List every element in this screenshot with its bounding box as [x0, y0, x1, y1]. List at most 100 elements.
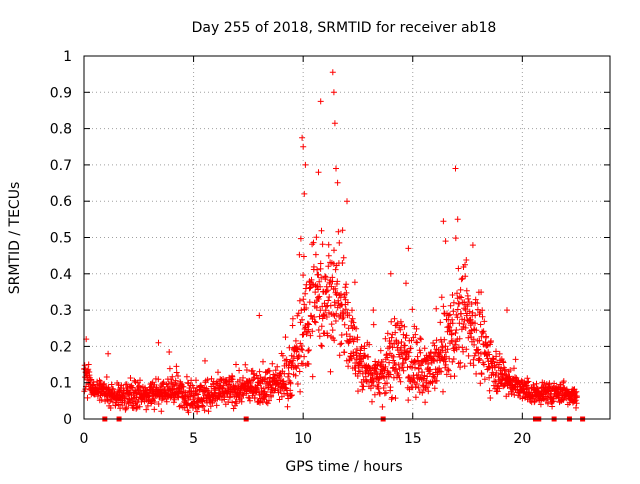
- data-point: [201, 407, 208, 414]
- data-point: [130, 395, 137, 402]
- x-tick-label: 20: [513, 431, 531, 447]
- data-point: [354, 346, 360, 352]
- data-point: [370, 321, 377, 328]
- data-point: [431, 374, 438, 381]
- data-point: [469, 242, 476, 249]
- data-point: [175, 373, 181, 379]
- data-point: [251, 394, 258, 401]
- data-point: [463, 257, 470, 263]
- data-point: [349, 307, 355, 314]
- data-point: [445, 367, 452, 374]
- data-point: [481, 318, 488, 325]
- data-point: [490, 356, 497, 363]
- data-point: [322, 274, 329, 281]
- data-point: [454, 306, 461, 313]
- data-point: [110, 386, 117, 393]
- data-point: [169, 373, 176, 380]
- data-point: [470, 356, 477, 363]
- data-point: [433, 305, 440, 312]
- data-point: [317, 283, 324, 290]
- data-point: [333, 165, 339, 172]
- data-point: [381, 375, 388, 381]
- data-point: [268, 392, 275, 399]
- data-point: [343, 281, 350, 288]
- data-point: [398, 339, 405, 345]
- data-point: [560, 384, 567, 391]
- data-point: [471, 352, 478, 359]
- data-point: [82, 386, 89, 393]
- data-point: [324, 332, 331, 339]
- data-point: [460, 321, 467, 327]
- data-point: [131, 377, 138, 384]
- data-point: [445, 366, 451, 373]
- data-point: [295, 362, 302, 369]
- data-point: [338, 332, 345, 338]
- data-point: [377, 361, 384, 368]
- data-point: [296, 251, 303, 258]
- data-point: [508, 390, 515, 397]
- data-point: [401, 323, 408, 330]
- data-point: [394, 320, 401, 327]
- data-point: [500, 359, 507, 366]
- data-point: [229, 376, 236, 383]
- data-point: [344, 198, 350, 205]
- data-point: [332, 318, 339, 324]
- data-point: [365, 353, 372, 360]
- data-point: [289, 315, 296, 322]
- data-point: [400, 360, 407, 366]
- data-point: [300, 272, 307, 279]
- data-point: [158, 408, 165, 415]
- data-point: [193, 377, 199, 384]
- data-point: [278, 393, 285, 400]
- data-point: [292, 337, 299, 344]
- data-point: [274, 363, 281, 370]
- data-point: [84, 394, 91, 401]
- data-point: [462, 273, 469, 280]
- data-point: [296, 353, 302, 360]
- data-point: [329, 69, 336, 76]
- data-point: [442, 361, 449, 368]
- data-point: [303, 305, 310, 311]
- data-point: [454, 314, 461, 321]
- data-point: [324, 287, 331, 294]
- data-point: [185, 409, 192, 416]
- data-point: [361, 343, 368, 350]
- data-point: [369, 398, 375, 405]
- data-point: [477, 321, 484, 328]
- data-point: [477, 380, 484, 387]
- data-point: [115, 401, 122, 408]
- data-point: [289, 322, 296, 329]
- data-point: [85, 361, 92, 368]
- data-point: [108, 381, 115, 388]
- data-point: [450, 356, 457, 362]
- data-point: [444, 346, 451, 353]
- data-point: [387, 340, 394, 347]
- data-point: [412, 331, 419, 338]
- data-point: [458, 310, 465, 317]
- data-point: [363, 377, 370, 384]
- data-point: [285, 370, 292, 377]
- data-point: [294, 381, 301, 387]
- data-point: [465, 334, 472, 341]
- data-point: [400, 367, 407, 374]
- data-point: [432, 349, 439, 356]
- data-point: [384, 380, 390, 387]
- data-point: [151, 399, 158, 405]
- data-point: [415, 357, 421, 364]
- data-point: [240, 374, 246, 381]
- data-point: [366, 341, 373, 348]
- data-point: [377, 347, 384, 354]
- data-point: [386, 343, 393, 350]
- x-axis-label: GPS time / hours: [285, 459, 402, 475]
- data-point: [319, 343, 325, 350]
- data-point: [367, 385, 374, 392]
- data-point: [236, 377, 243, 383]
- data-point: [350, 319, 357, 326]
- data-point: [381, 367, 388, 374]
- data-point: [298, 307, 305, 314]
- data-point: [519, 395, 526, 402]
- data-point: [442, 358, 449, 365]
- data-point: [390, 353, 397, 360]
